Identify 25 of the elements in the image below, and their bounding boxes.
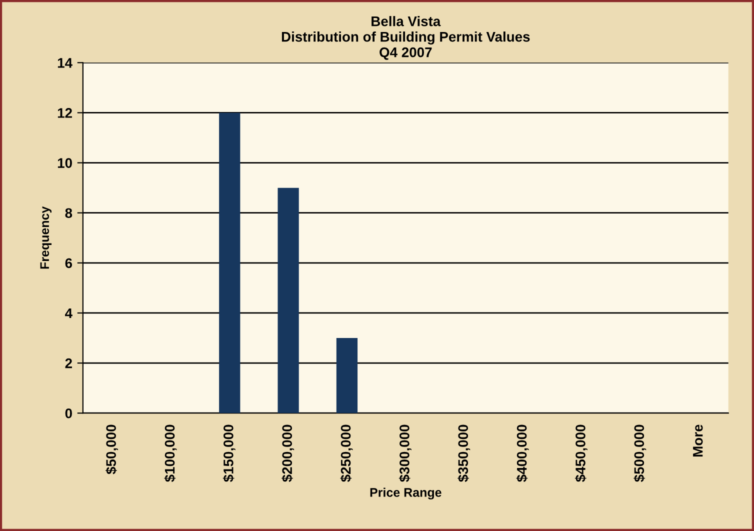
y-tick-label: 8 bbox=[65, 208, 72, 218]
x-tick-label: $50,000 bbox=[106, 424, 118, 474]
x-tick-label: $200,000 bbox=[282, 424, 294, 482]
x-tick-label: $400,000 bbox=[516, 424, 529, 482]
y-tick-label: 12 bbox=[58, 108, 72, 118]
y-tick-label: 0 bbox=[65, 408, 72, 418]
x-tick-label: $300,000 bbox=[398, 424, 412, 482]
x-tick-label: $350,000 bbox=[458, 424, 470, 482]
x-tick-label: $150,000 bbox=[222, 424, 236, 482]
chart-title: Bella Vista Distribution of Building Permit Values Q4 2007 bbox=[282, 16, 530, 60]
x-tick-label: $250,000 bbox=[340, 424, 353, 482]
y-tick-label: 14 bbox=[58, 58, 72, 68]
x-tick-label: $450,000 bbox=[574, 424, 588, 482]
y-axis-title: Frequency bbox=[40, 206, 52, 269]
y-tick-label: 10 bbox=[58, 158, 72, 168]
y-tick-label: 4 bbox=[65, 308, 72, 318]
y-tick-label: 2 bbox=[65, 358, 72, 368]
bar bbox=[336, 338, 358, 414]
x-axis-title: Price Range bbox=[370, 488, 442, 500]
bar bbox=[219, 112, 240, 414]
y-tick-label: 6 bbox=[65, 258, 72, 268]
x-tick-label: $500,000 bbox=[634, 424, 646, 482]
bar bbox=[278, 188, 299, 414]
x-tick-label: More bbox=[693, 424, 703, 456]
x-tick-label: $100,000 bbox=[164, 424, 177, 482]
